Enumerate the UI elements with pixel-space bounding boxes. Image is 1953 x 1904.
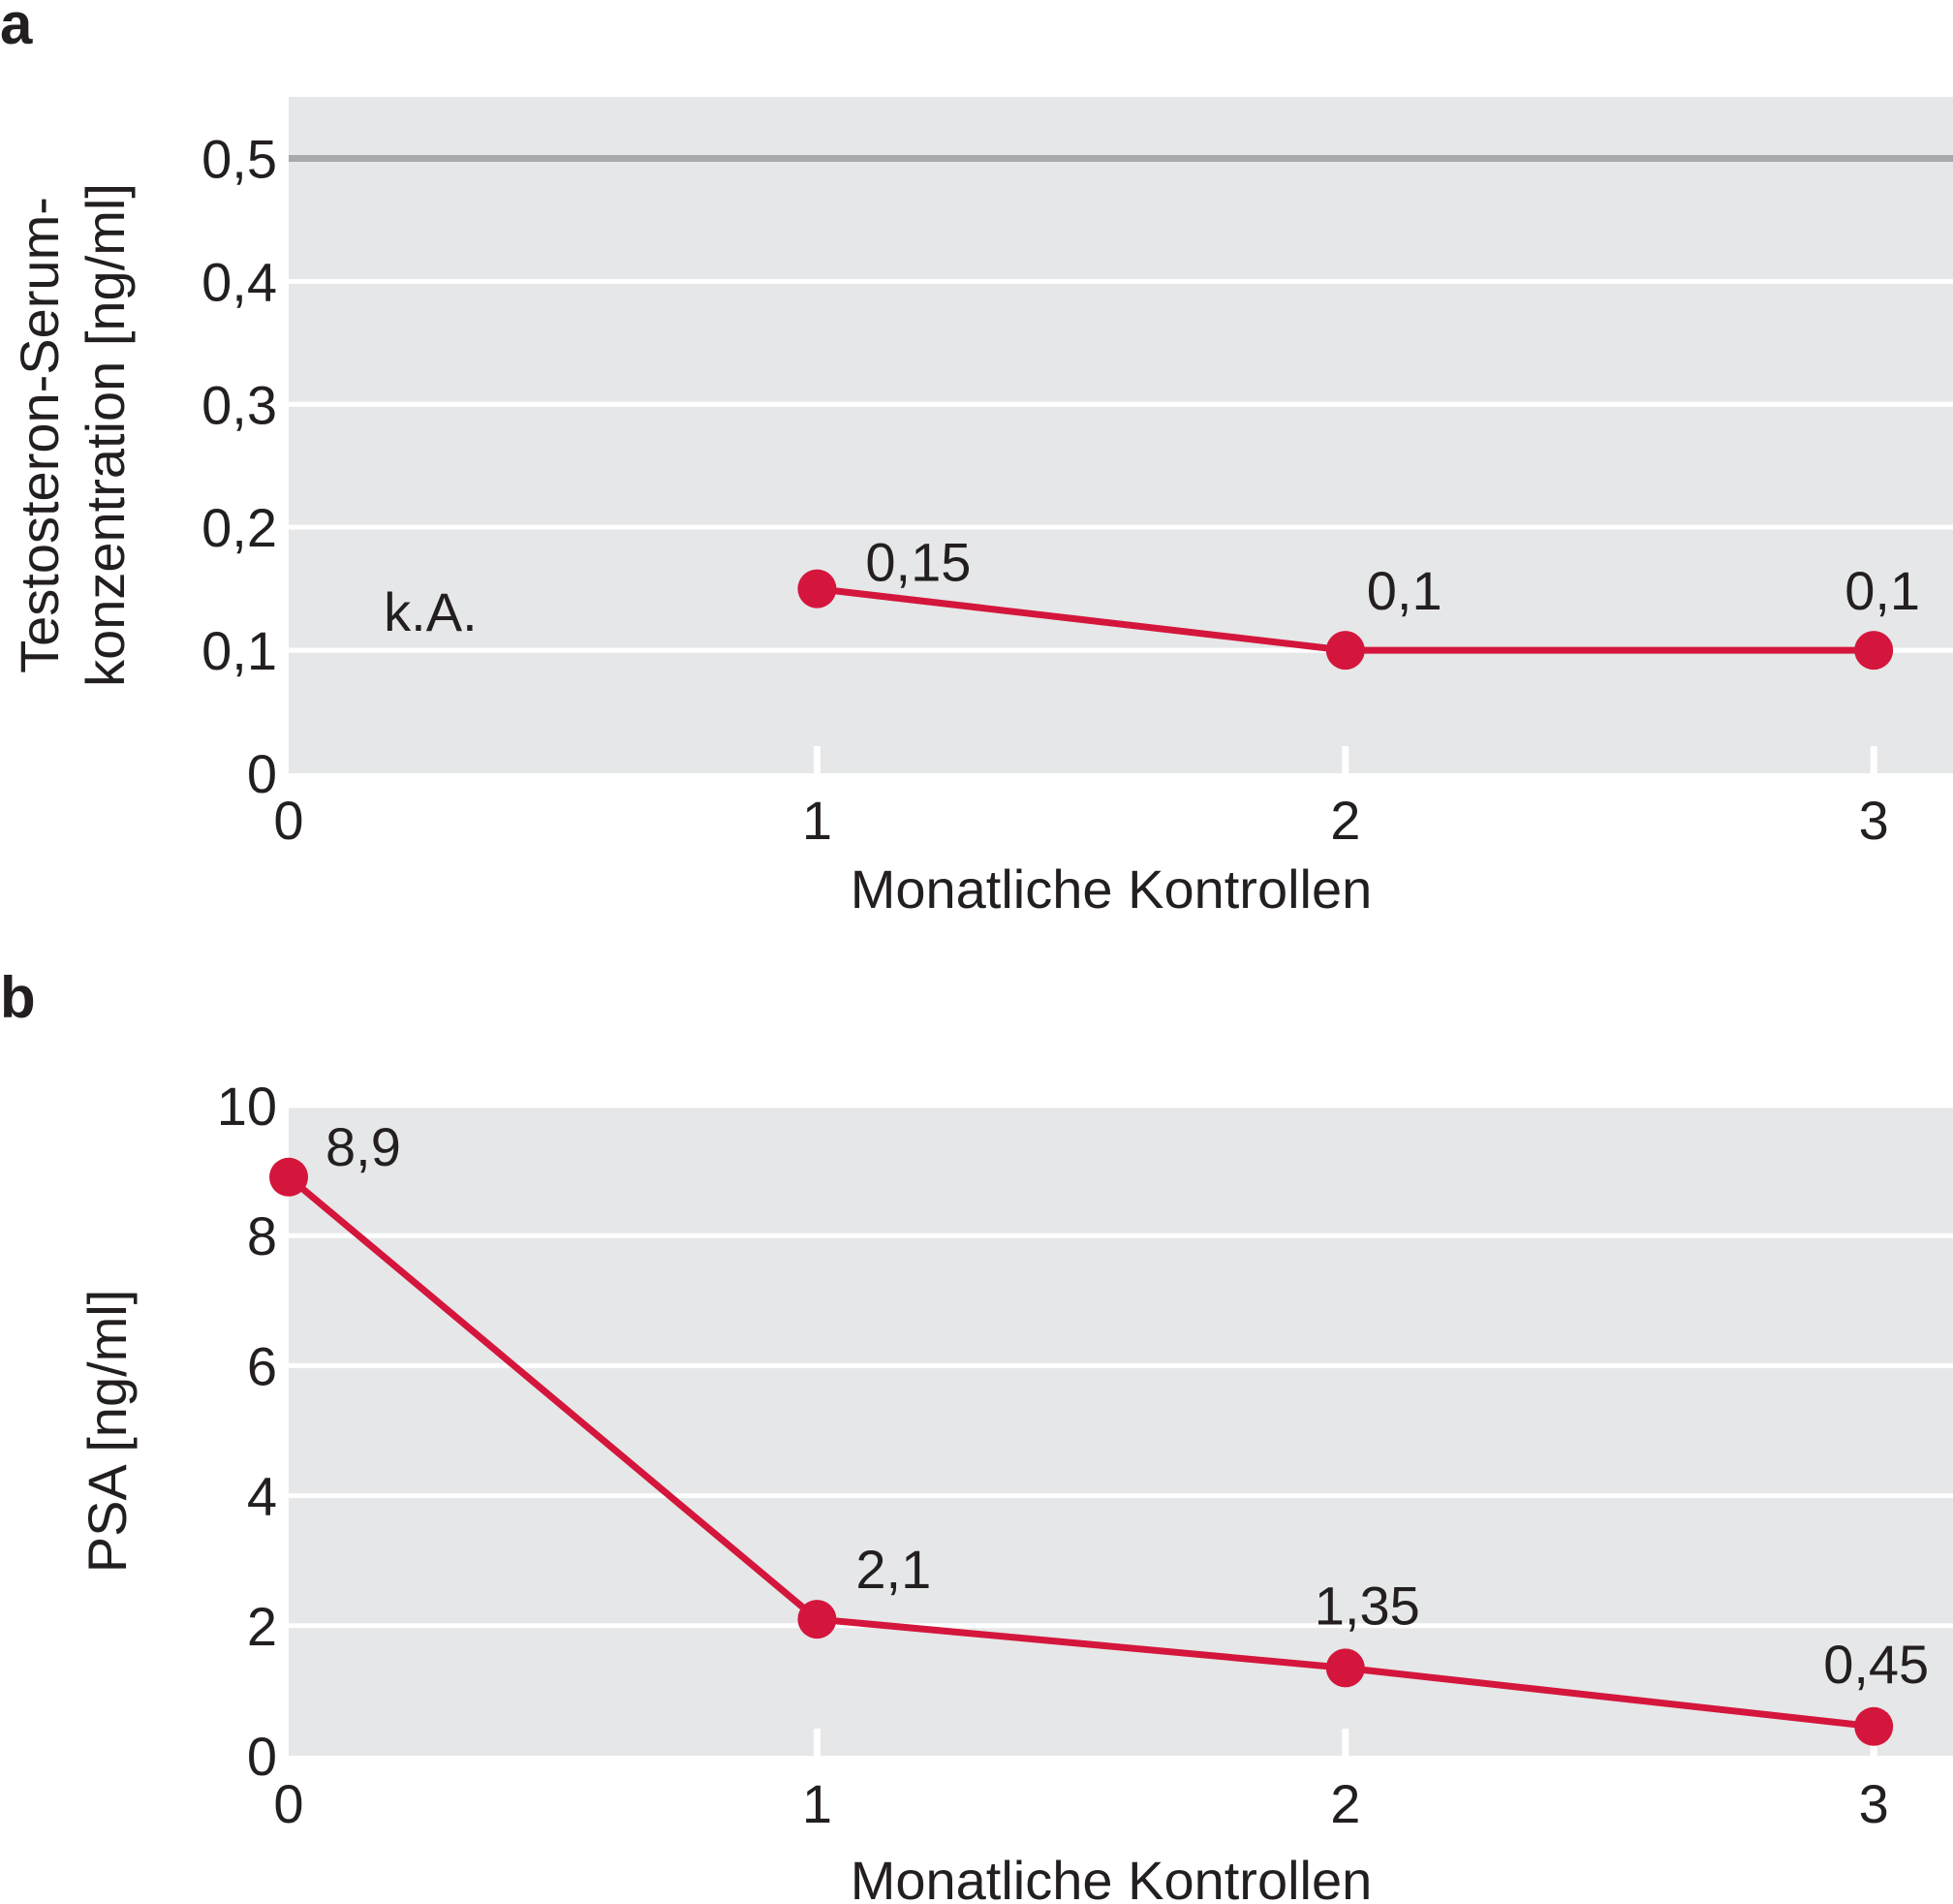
panel-a-y-axis-title: Testosteron-Serum- <box>9 197 70 673</box>
panel-a-data-point <box>1325 631 1365 671</box>
panel-b-y-tick-label: 6 <box>247 1335 277 1396</box>
panel-a-data-point <box>797 569 837 609</box>
panel-b-y-axis-title: PSA [ng/ml] <box>77 1290 138 1574</box>
panel-a-x-tick-label: 3 <box>1859 790 1889 851</box>
panel-b-data-label: 1,35 <box>1315 1575 1420 1636</box>
panel-a-x-tick-label: 0 <box>273 790 303 851</box>
panel-a-x-axis-title: Monatliche Kontrollen <box>851 858 1373 920</box>
panel-a-data-point <box>1854 631 1894 671</box>
panel-b-series-line <box>286 1174 1875 1731</box>
panel-a-y-tick-label: 0,3 <box>202 374 277 435</box>
panel-b-x-tick-label: 3 <box>1859 1773 1889 1834</box>
panel-a-y-tick-label: 0,4 <box>202 251 277 312</box>
panel-b-x-axis-title: Monatliche Kontrollen <box>851 1850 1373 1904</box>
panel-b-data-label: 2,1 <box>855 1539 931 1600</box>
panel-a-y-tick-label: 0 <box>247 743 277 804</box>
panel-b-x-tick-label: 2 <box>1330 1773 1360 1834</box>
panel-a-y-tick-label: 0,1 <box>202 620 277 681</box>
panel-a-y-axis-title: konzentration [ng/ml] <box>75 183 136 687</box>
panel-b-y-tick-label: 10 <box>217 1076 277 1137</box>
panel-a-y-tick-label: 0,5 <box>202 128 277 189</box>
panel-a-x-tick-label: 1 <box>802 790 832 851</box>
panel-b-data-point <box>269 1157 308 1197</box>
panel-b-x-tick-label: 0 <box>273 1773 303 1834</box>
panel-b-data-label: 8,9 <box>326 1116 401 1177</box>
panel-a-panel-letter: a <box>0 0 33 56</box>
panel-a-data-label: 0,15 <box>865 532 971 593</box>
panel-b-data-point <box>1325 1648 1365 1688</box>
panel-a-plot-area <box>289 97 1953 773</box>
panel-b-x-tick-label: 1 <box>802 1773 832 1834</box>
panel-b-plot-area <box>289 1106 1953 1756</box>
panel-b-panel-letter: b <box>0 965 36 1030</box>
panel-a-annotation-ka: k.A. <box>384 581 477 642</box>
panel-b-data-point <box>797 1600 837 1639</box>
panel-a-y-tick-label: 0,2 <box>202 497 277 558</box>
panel-b-data-point <box>1854 1706 1894 1746</box>
panel-b-y-tick-label: 0 <box>247 1726 277 1787</box>
panel-b-y-tick-label: 2 <box>247 1596 277 1657</box>
panel-b-y-tick-label: 4 <box>247 1466 277 1527</box>
panel-a-data-label: 0,1 <box>1367 560 1442 621</box>
panel-a-data-label: 0,1 <box>1844 560 1920 621</box>
panel-b-data-label: 0,45 <box>1823 1634 1929 1695</box>
panel-a-x-tick-label: 2 <box>1330 790 1360 851</box>
panel-b-y-tick-label: 8 <box>247 1205 277 1266</box>
